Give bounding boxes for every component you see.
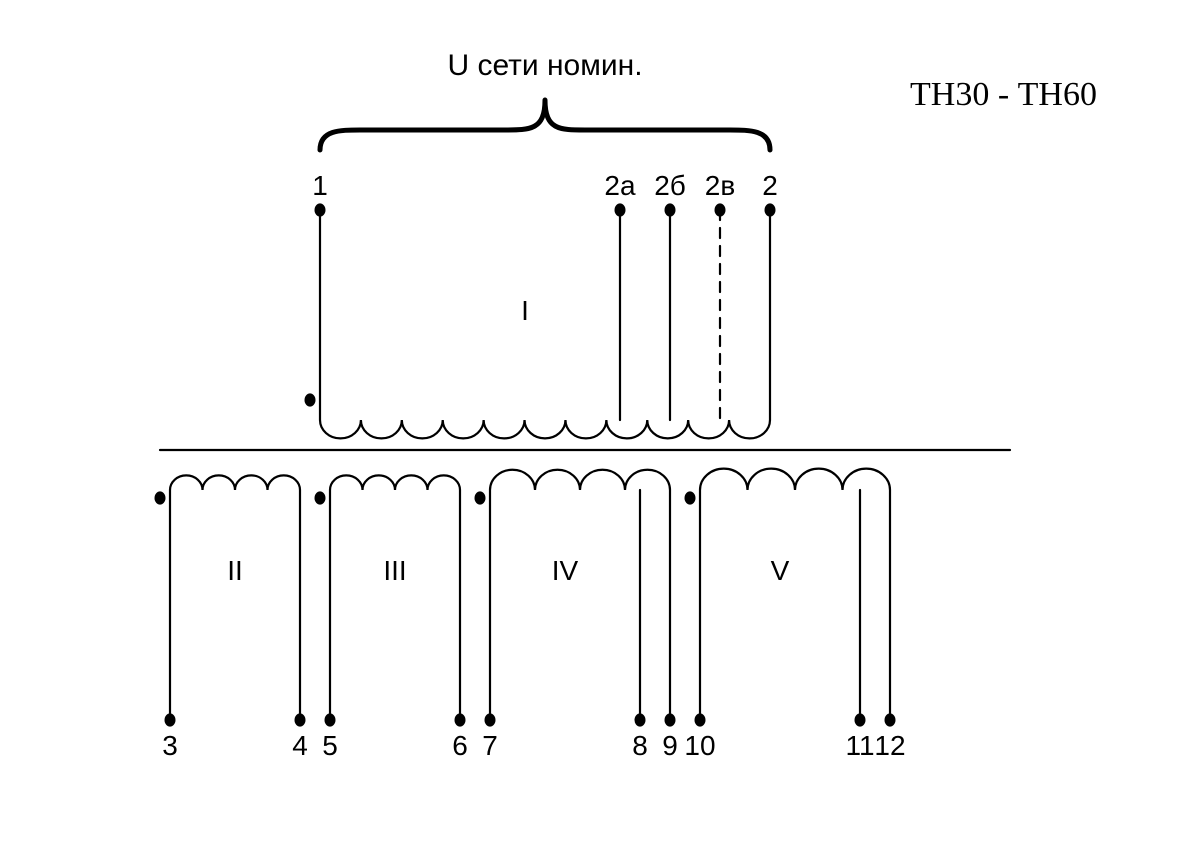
primary-tap-label-2б: 2б [654, 170, 686, 201]
secondary-coil-V [700, 469, 890, 490]
secondary-coil-IV [490, 470, 670, 490]
primary-tap-label-1: 1 [312, 170, 328, 201]
primary-tap-label-2: 2 [762, 170, 778, 201]
primary-tap-label-2в: 2в [705, 170, 735, 201]
secondary-coil-II [170, 475, 300, 490]
terminal-label-5: 5 [322, 730, 338, 761]
bracket [320, 100, 770, 150]
terminal-label-11: 11 [845, 730, 874, 761]
terminal-label-6: 6 [452, 730, 468, 761]
terminal-label-8: 8 [632, 730, 648, 761]
title: ТН30 - ТН60 [910, 76, 1097, 113]
terminal-label-12: 12 [874, 730, 905, 761]
terminal-label-3: 3 [162, 730, 178, 761]
secondary-label-V: V [771, 555, 790, 586]
primary-label: I [521, 295, 529, 326]
terminal-label-9: 9 [662, 730, 678, 761]
secondary-label-IV: IV [552, 555, 579, 586]
primary-tap-label-2а: 2а [604, 170, 636, 201]
secondary-label-II: II [227, 555, 243, 586]
secondary-coil-III [330, 475, 460, 490]
secondary-label-III: III [383, 555, 406, 586]
terminal-label-4: 4 [292, 730, 308, 761]
terminal-label-10: 10 [684, 730, 715, 761]
primary-coil [320, 420, 770, 438]
terminal-label-7: 7 [482, 730, 498, 761]
bracket-label: U сети номин. [447, 49, 642, 82]
